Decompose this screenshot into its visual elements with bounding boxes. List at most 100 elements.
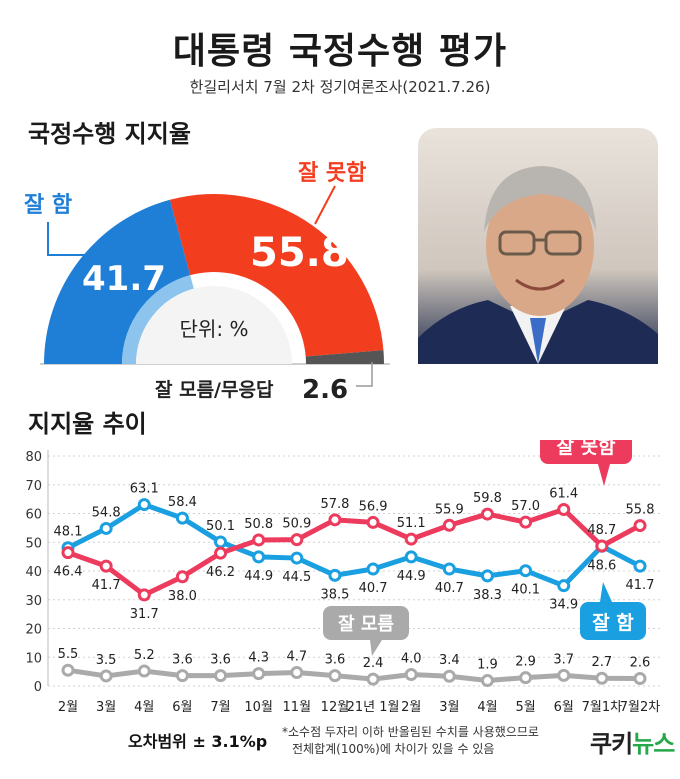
data-label: 46.2: [206, 565, 235, 580]
gauge-bad-label: 잘 못함: [298, 161, 366, 186]
callout-unknown-label: 잘 모름: [338, 614, 394, 635]
data-point: [61, 663, 75, 677]
data-point: [595, 671, 609, 685]
data-label: 48.6: [587, 558, 616, 573]
data-label: 40.7: [435, 581, 464, 596]
portrait-illustration: [418, 166, 658, 364]
x-tick-label: 7월: [210, 700, 230, 715]
callout-unknown-pointer: [370, 640, 382, 656]
data-label: 55.9: [435, 502, 464, 517]
data-point: [595, 539, 609, 553]
data-point: [252, 550, 266, 564]
data-point: [175, 570, 189, 584]
footnote-line-2: 전체합계(100%)에 차이가 있을 수 있음: [292, 742, 495, 756]
data-label: 54.8: [92, 505, 121, 520]
data-label: 48.7: [587, 523, 616, 538]
gauge-inner-disc: [136, 286, 292, 364]
data-label: 41.7: [626, 578, 655, 593]
data-point: [366, 672, 380, 686]
data-label: 38.3: [473, 588, 502, 603]
data-label: 61.4: [549, 486, 578, 501]
callout-good-box: [580, 602, 646, 640]
data-label: 2.4: [363, 656, 384, 671]
data-label: 44.9: [397, 569, 426, 584]
data-point: [633, 519, 647, 533]
data-label: 40.7: [359, 581, 388, 596]
gauge-good-label: 잘 함: [24, 193, 72, 218]
data-point: [633, 672, 647, 686]
data-label: 4.3: [248, 651, 269, 666]
data-label: 38.0: [168, 589, 197, 604]
x-tick-label: 3월: [439, 700, 459, 715]
data-point: [404, 668, 418, 681]
data-point: [99, 521, 113, 535]
y-tick-label: 80: [25, 450, 42, 465]
callout-unknown-box: [323, 606, 409, 640]
logo-part-2: 뉴스: [632, 730, 675, 758]
series-line: [65, 502, 643, 589]
data-label: 3.6: [325, 653, 346, 668]
data-point: [328, 513, 342, 527]
data-point: [519, 564, 533, 578]
gauge-leader-good: [47, 222, 92, 256]
data-label: 50.1: [206, 519, 235, 534]
x-tick-label: 12월: [321, 700, 350, 715]
trend-line-chart: 0 10 20 30 40 50 60 70 80 2월 3월 4월 6월 7월 10월 11월 12월21년…: [25, 440, 661, 715]
callout-bad-box: [540, 440, 632, 464]
data-label: 40.1: [511, 583, 540, 598]
data-point: [480, 674, 494, 688]
data-label: 58.4: [168, 495, 197, 510]
page-subtitle: 한길리서치 7월 2차 정기여론조사(2021.7.26): [189, 78, 491, 96]
data-label: 2.9: [515, 655, 536, 670]
data-point: [290, 551, 304, 565]
data-label: 57.0: [511, 499, 540, 514]
data-label: 50.9: [282, 517, 311, 532]
y-tick-label: 30: [25, 594, 42, 609]
data-point: [61, 546, 75, 560]
gauge-unit-label: 단위: %: [180, 317, 249, 341]
data-point: [214, 546, 228, 560]
data-label: 63.1: [130, 482, 159, 497]
data-point: [633, 559, 647, 573]
x-tick-label: 2월: [58, 700, 78, 715]
data-label: 3.6: [210, 653, 231, 668]
footnote-line-1: *소수점 두자리 이하 반올림된 수치를 사용했으므로: [282, 725, 539, 739]
x-tick-label: 4월: [134, 700, 154, 715]
data-label: 48.1: [54, 525, 83, 540]
series-line: [65, 506, 643, 598]
data-label: 4.0: [401, 652, 422, 667]
data-label: 2.7: [592, 655, 613, 670]
gauge-chart: 잘 함 잘 못함 41.7 55.8 단위: % 잘 모름/무응답 2.6: [24, 161, 390, 405]
gauge-unknown-value: 2.6: [302, 375, 348, 405]
data-point: [290, 665, 304, 679]
trend-section-title: 지지율 추이: [28, 410, 147, 438]
data-label: 1.9: [477, 658, 498, 673]
callout-bad-label: 잘 못함: [556, 440, 616, 458]
gauge-leader-bad: [314, 185, 336, 225]
data-point: [404, 550, 418, 564]
data-point: [328, 669, 342, 683]
x-tick-label: 7월2차: [620, 700, 661, 715]
margin-of-error: 오차범위 ± 3.1%p: [128, 732, 268, 751]
data-label: 2.6: [630, 656, 651, 671]
x-tick-label: 10월: [244, 700, 273, 715]
gauge-inner-ring: [122, 275, 194, 364]
data-label: 38.5: [320, 587, 349, 602]
y-tick-label: 60: [25, 508, 42, 523]
data-point: [214, 535, 228, 549]
data-label: 4.7: [286, 649, 307, 664]
x-tick-label: 2월: [401, 700, 421, 715]
data-point: [366, 515, 380, 529]
data-label: 50.8: [244, 517, 273, 532]
data-point: [519, 515, 533, 529]
x-tick-label: 11월: [283, 700, 312, 715]
data-label: 3.7: [553, 652, 574, 667]
data-point: [328, 568, 342, 582]
data-point: [175, 511, 189, 525]
y-tick-label: 20: [25, 623, 42, 638]
y-tick-label: 70: [25, 479, 42, 494]
data-label: 46.4: [54, 565, 83, 580]
footnote: *소수점 두자리 이하 반올림된 수치를 사용했으므로 전체합계(100%)에 …: [282, 724, 572, 758]
x-tick-label: 7월1차: [582, 700, 623, 715]
data-point: [137, 498, 151, 512]
